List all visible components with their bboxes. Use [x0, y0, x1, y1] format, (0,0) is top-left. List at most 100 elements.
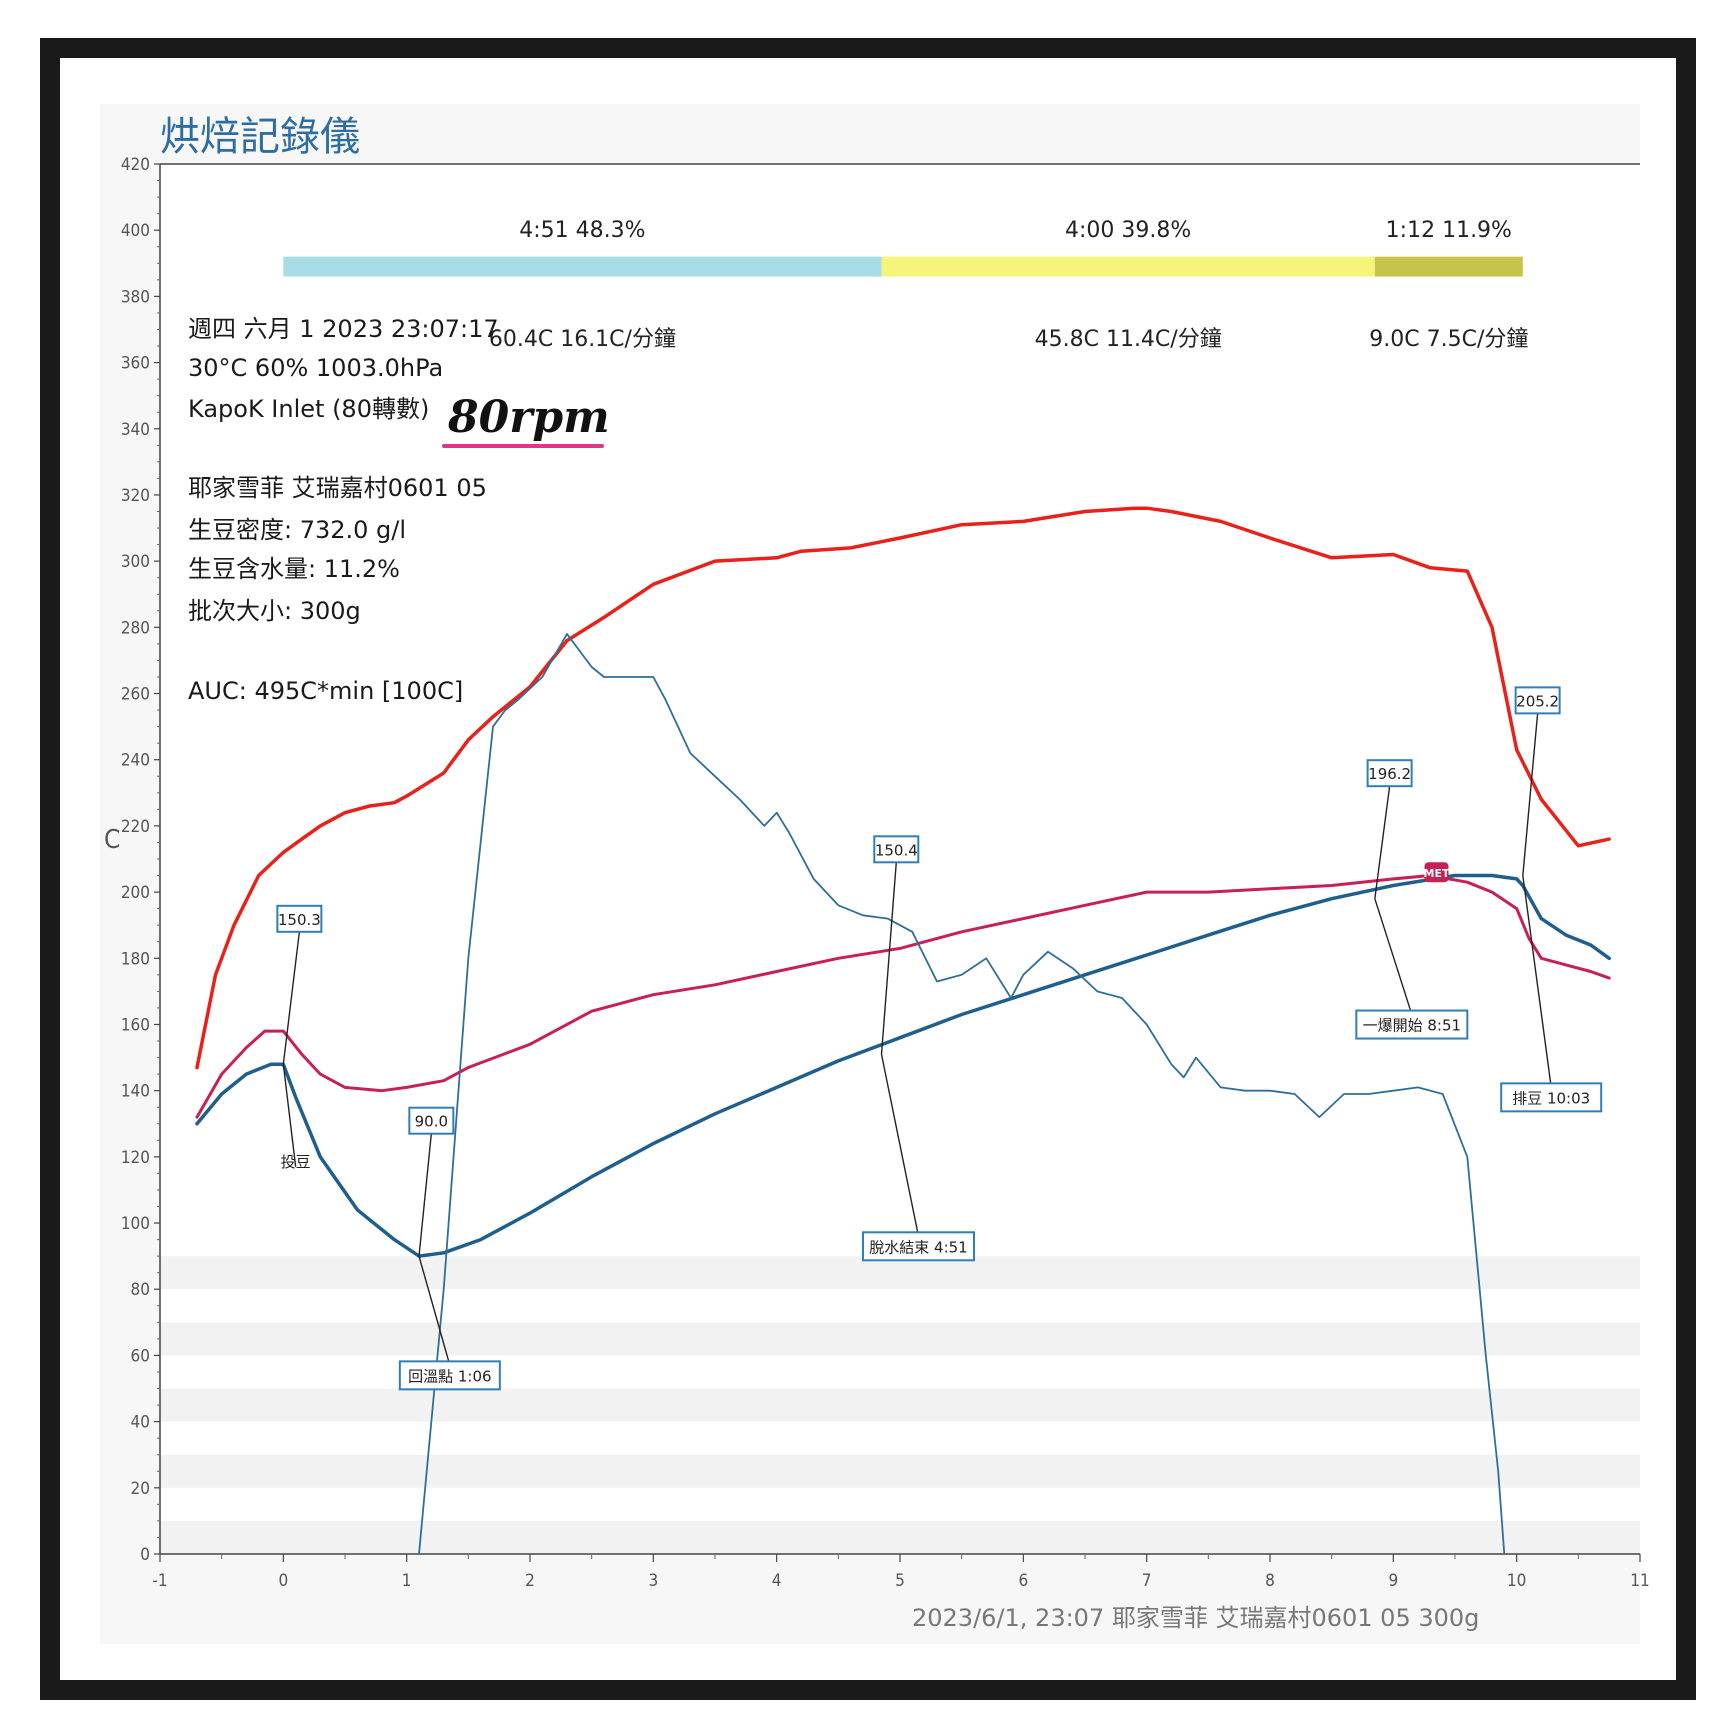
- grid-stripe: [160, 1454, 1640, 1488]
- phase-segment: [881, 256, 1375, 277]
- info-line-bean: 耶家雪菲 艾瑞嘉村0601 05: [188, 474, 487, 502]
- met-marker: [1424, 862, 1449, 883]
- y-tick-label: 320: [121, 486, 150, 506]
- footer-caption: 2023/6/1, 23:07 耶家雪菲 艾瑞嘉村0601 05 300g: [912, 1604, 1479, 1632]
- annotation-value-label: 150.3: [278, 911, 321, 929]
- y-tick-label: 140: [121, 1082, 150, 1102]
- annotation-value-label: 196.2: [1368, 765, 1411, 783]
- phase-label: 4:51 48.3%: [519, 218, 645, 243]
- x-tick-label: 9: [1388, 1571, 1398, 1591]
- annotation-value-box: [1366, 759, 1413, 788]
- y-tick-label: 80: [131, 1280, 150, 1300]
- y-tick-label: 0: [140, 1545, 150, 1565]
- series-bt-line: [195, 873, 1611, 1258]
- grid-stripe: [160, 1520, 1640, 1554]
- annotation-event-label: 一爆開始 8:51: [1363, 1017, 1461, 1035]
- annotation-value-box: [276, 904, 323, 933]
- grid-stripe: [160, 1322, 1640, 1356]
- annotation-event-box: [398, 1360, 501, 1391]
- info-line-auc: AUC: 495C*min [100C]: [188, 677, 463, 705]
- annotation-leader: [282, 1064, 297, 1167]
- y-tick-label: 380: [121, 287, 150, 307]
- y-tick-label: 200: [121, 883, 150, 903]
- annotations: 150.3 投豆 90.0 回溫點 1:06 150.4 脫水結束 4:51 196.2 一爆…: [276, 686, 1603, 1391]
- x-tick-label: -1: [152, 1571, 167, 1591]
- annotation-leader: [1522, 875, 1552, 1088]
- x-tick-label: 4: [772, 1571, 782, 1591]
- phase-segment: [283, 256, 882, 277]
- y-tick-label: 40: [131, 1413, 150, 1433]
- annotation-leader: [1374, 898, 1413, 1015]
- annotation-event-label: 脫水結束 4:51: [869, 1238, 967, 1256]
- annotation-value-label: 205.2: [1516, 692, 1559, 710]
- series-bt-ror-line: [418, 633, 1506, 1555]
- annotation-value-label: 150.4: [875, 841, 918, 859]
- y-tick-label: 100: [121, 1214, 150, 1234]
- annotation-event-label: 投豆: [281, 1153, 311, 1171]
- y-tick-label: 240: [121, 751, 150, 771]
- y-axis-label: C: [104, 825, 120, 855]
- series: [195, 506, 1611, 1555]
- y-tick-label: 160: [121, 1015, 150, 1035]
- y-tick-label: 60: [131, 1346, 150, 1366]
- phase-bar: 4:51 48.3% 60.4C 16.1C/分鐘 4:00 39.8% 45.8C …: [283, 218, 1528, 352]
- y-tick-label: 220: [121, 817, 150, 837]
- y-tick-label: 180: [121, 949, 150, 969]
- annotation-event-box: [1500, 1082, 1603, 1113]
- annotation-leader: [282, 931, 301, 1065]
- x-tick-label: 3: [648, 1571, 658, 1591]
- handwritten-rpm: 80rpm: [447, 392, 610, 443]
- series-met-line: [195, 874, 1611, 1119]
- annotation-event-box: [862, 1231, 975, 1262]
- y-tick-label: 420: [121, 155, 150, 175]
- y-tick-label: 120: [121, 1148, 150, 1168]
- series-et-line: [195, 506, 1611, 1070]
- info-line-batch: 批次大小: 300g: [188, 597, 361, 625]
- x-tick-label: 7: [1142, 1571, 1152, 1591]
- x-tick-label: 5: [895, 1571, 905, 1591]
- grid-stripe: [160, 1256, 1640, 1290]
- grid: [160, 164, 1640, 1554]
- annotation-leader: [418, 1133, 433, 1257]
- grid-stripe: [160, 1388, 1640, 1422]
- annotation-value-box: [873, 835, 920, 864]
- info-line-ambient: 30°C 60% 1003.0hPa: [188, 354, 443, 382]
- annotation-event-label: 排豆 10:03: [1512, 1089, 1590, 1107]
- phase-rate-label: 9.0C 7.5C/分鐘: [1369, 327, 1528, 352]
- annotation-leader: [880, 862, 897, 1055]
- axes: 0204060801001201401601802002202402602803…: [121, 155, 1650, 1591]
- met-marker-label: MET: [1424, 867, 1450, 880]
- phase-rate-label: 45.8C 11.4C/分鐘: [1035, 327, 1222, 352]
- info-line-density: 生豆密度: 732.0 g/l: [188, 516, 406, 544]
- y-tick-label: 20: [131, 1479, 150, 1499]
- annotation-value-box: [1514, 686, 1561, 715]
- y-tick-label: 260: [121, 685, 150, 705]
- annotation-event-box: [1355, 1009, 1469, 1040]
- x-tick-label: 0: [278, 1571, 288, 1591]
- annotation-leader: [418, 1255, 451, 1366]
- annotation-leader: [1522, 713, 1539, 876]
- annotation-leader: [1374, 786, 1391, 899]
- info-line-moisture: 生豆含水量: 11.2%: [188, 555, 400, 583]
- x-tick-label: 10: [1507, 1571, 1526, 1591]
- y-tick-label: 340: [121, 420, 150, 440]
- annotation-value-label: 90.0: [415, 1113, 448, 1131]
- x-tick-label: 8: [1265, 1571, 1275, 1591]
- x-tick-label: 1: [402, 1571, 412, 1591]
- phase-segment: [1374, 256, 1523, 277]
- x-tick-label: 2: [525, 1571, 535, 1591]
- phase-label: 4:00 39.8%: [1065, 218, 1191, 243]
- y-tick-label: 300: [121, 552, 150, 572]
- y-tick-label: 400: [121, 221, 150, 241]
- info-line-roaster: KapoK Inlet (80轉數): [188, 395, 429, 423]
- y-tick-label: 360: [121, 354, 150, 374]
- annotation-event-label: 回溫點 1:06: [408, 1367, 491, 1385]
- annotation-leader: [880, 1054, 920, 1237]
- x-tick-label: 6: [1018, 1571, 1028, 1591]
- app-title: 烘焙記錄儀: [160, 114, 360, 160]
- x-tick-label: 11: [1630, 1571, 1649, 1591]
- y-tick-label: 280: [121, 618, 150, 638]
- phase-label: 1:12 11.9%: [1386, 218, 1512, 243]
- phase-rate-label: 60.4C 16.1C/分鐘: [489, 327, 676, 352]
